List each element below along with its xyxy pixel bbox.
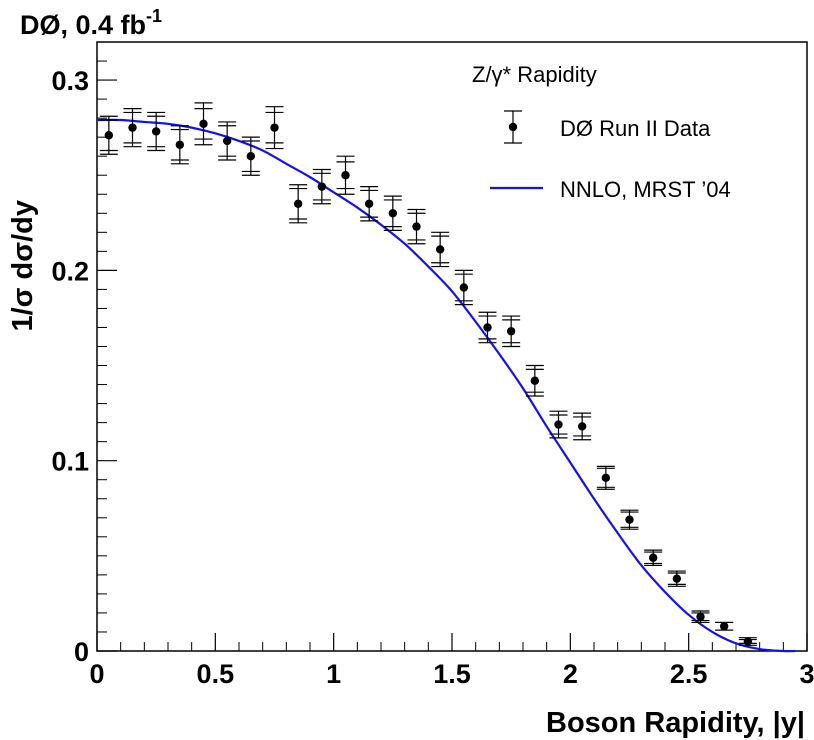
data-point [530,376,540,385]
data-point [128,123,137,132]
x-tick-label: 2 [563,659,578,689]
data-point-group [596,465,615,490]
data-point-group [644,549,663,566]
data-point-group [194,102,213,146]
x-tick-label: 0 [89,659,104,689]
data-point [151,127,161,136]
chart-title-superscript: -1 [146,6,162,26]
data-point [435,245,445,254]
data-point-group [525,364,544,397]
data-point [506,327,516,336]
x-tick-label: 0.5 [197,659,235,689]
data-point-group [289,184,308,224]
y-tick-label: 0.3 [51,66,89,96]
data-point-group [502,315,521,348]
data-point-group [218,121,237,161]
data-point [719,622,729,631]
data-point [199,119,208,129]
data-point [696,612,705,621]
data-point [743,637,753,646]
data-point [293,199,303,208]
data-point [601,473,611,483]
data-point-group [147,111,166,152]
data-point-group [549,410,568,439]
data-point-group [478,311,497,344]
legend-entry-data: DØ Run II Data [560,116,711,141]
data-point-group [738,637,757,646]
x-tick-label: 1.5 [433,659,471,689]
data-point-group [170,125,189,165]
data-point [459,283,469,292]
data-point [388,209,398,218]
y-axis-label: 1/σ dσ/dy [7,200,39,332]
data-point [222,136,232,146]
data-point [341,171,350,180]
data-point [270,123,279,132]
y-tick-label: 0.2 [51,256,89,286]
chart-title: DØ, 0.4 fb-1 [20,6,162,40]
y-tick-label: 0 [74,637,89,667]
data-point-group [312,168,331,205]
data-point-group [360,186,379,222]
data-point-group [123,108,142,148]
data-point-group [667,570,686,587]
legend-entry-theory: NNLO, MRST ’04 [560,177,731,202]
data-point-group [454,269,473,306]
data-point [364,199,374,208]
data-point [104,131,114,140]
data-point-group [407,208,426,245]
x-tick-label: 3 [799,659,814,689]
legend-header: Z/γ* Rapidity [472,62,597,87]
data-point [648,553,658,562]
data-point [412,222,421,231]
data-point-group [241,136,260,176]
data-point [175,140,185,149]
x-tick-label: 1 [326,659,341,689]
data-point [554,420,563,429]
data-point-group [99,115,118,155]
theory-curve [96,118,796,653]
data-point-group [573,412,592,441]
data-point [317,182,327,191]
x-tick-label: 2.5 [670,659,708,689]
data-point [483,323,492,332]
data-point-group [336,155,355,195]
data-point-group [620,509,639,530]
data-point [672,574,682,583]
x-axis-label: Boson Rapidity, |y| [546,707,805,739]
data-point [625,515,634,524]
y-tick-label: 0.1 [51,447,89,477]
data-point [246,151,256,161]
data-point-group [691,610,710,624]
data-point [577,422,587,431]
data-point-group [431,231,450,268]
data-point-group [265,106,284,150]
data-point-group [715,621,734,631]
legend-marker-point [508,122,518,132]
data-point-group [383,195,402,232]
